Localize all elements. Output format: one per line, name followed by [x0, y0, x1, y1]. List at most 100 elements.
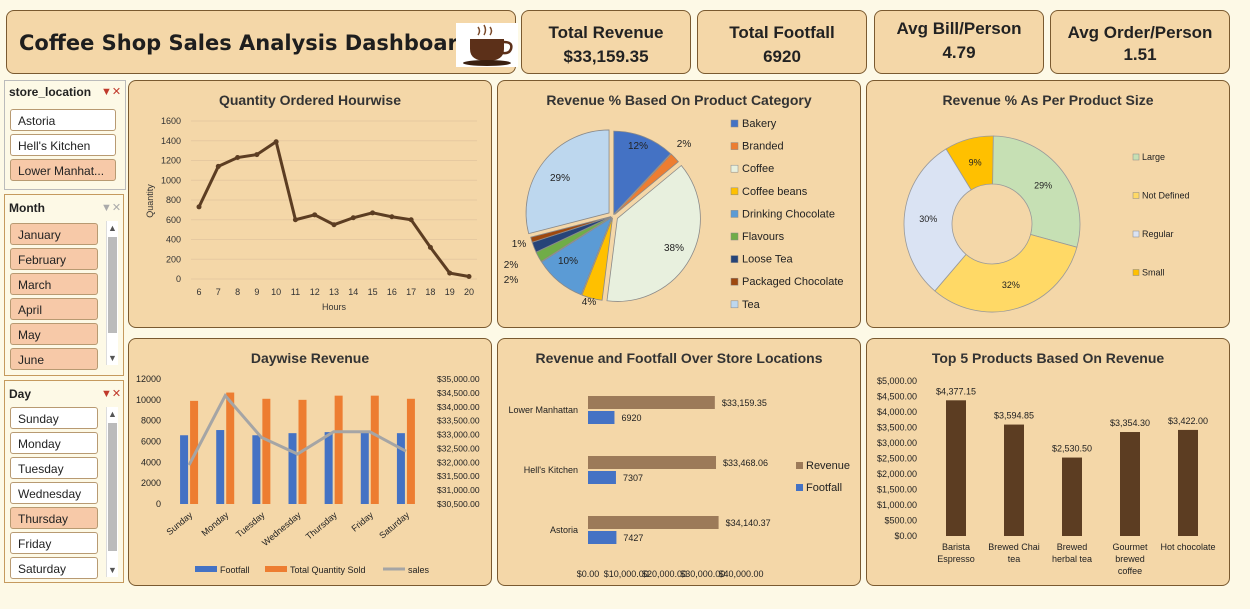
- pie-slice: [581, 217, 613, 301]
- x-tick-label: 7: [216, 287, 221, 297]
- bar-label: 7427: [623, 533, 643, 543]
- legend-swatch: [796, 462, 803, 469]
- bar-label: $33,468.06: [723, 458, 768, 468]
- legend-swatch: [730, 187, 739, 196]
- bar-footfall: [324, 432, 333, 504]
- slice-label: 1%: [512, 239, 527, 250]
- bar-quantity: [370, 395, 379, 504]
- legend-label: Not Defined: [1142, 191, 1190, 201]
- locations-bar-chart: $33,159.35 6920 Lower Manhattan $33,468.06 7…: [508, 396, 850, 579]
- slicer-item[interactable]: Friday: [10, 532, 98, 554]
- chart-title: Revenue % As Per Product Size: [942, 92, 1154, 108]
- slicer-item[interactable]: April: [10, 298, 98, 320]
- bar-label: $3,594.85: [994, 411, 1034, 421]
- bar-footfall: [252, 435, 261, 504]
- kpi-value: 6920: [763, 47, 801, 66]
- chart-title: Revenue and Footfall Over Store Location…: [535, 350, 823, 366]
- legend-label: Bakery: [742, 118, 777, 130]
- pie-slice: [613, 130, 672, 216]
- x-tick-label: 15: [368, 287, 378, 297]
- legend-label: Total Quantity Sold: [290, 565, 366, 575]
- kpi-avg-order: Avg Order/Person 1.51: [1050, 10, 1230, 74]
- slicer-item[interactable]: Lower Manhat...: [10, 159, 116, 181]
- kpi-value: $33,159.35: [563, 47, 649, 66]
- size-donut-chart: 9% 29% 32% 30% Large Not Defined Regular Small: [903, 135, 1190, 313]
- y-tick-label: 400: [166, 235, 181, 245]
- y-tick-label: $2,500.00: [877, 454, 917, 464]
- y-tick-label: 0: [156, 499, 161, 509]
- slicer-item[interactable]: February: [10, 248, 98, 270]
- data-point: [350, 215, 356, 221]
- slicer-item[interactable]: Tuesday: [10, 457, 98, 479]
- bar-label: $3,354.30: [1110, 418, 1150, 428]
- y-tick-label: Hell's Kitchen: [524, 465, 578, 475]
- legend-swatch: [730, 255, 739, 263]
- y-tick-label: $500.00: [884, 516, 917, 526]
- slicer-item[interactable]: January: [10, 223, 98, 245]
- slicer-item[interactable]: Astoria: [10, 109, 116, 131]
- pie-slice: [606, 164, 701, 302]
- slicer-item[interactable]: Sunday: [10, 407, 98, 429]
- slicer-item[interactable]: June: [10, 348, 98, 370]
- slicer-item[interactable]: Thursday: [10, 507, 98, 529]
- scrollbar[interactable]: ▲ ▼: [106, 407, 118, 577]
- legend-label: Tea: [742, 299, 761, 311]
- kpi-value: 1.51: [1123, 45, 1157, 64]
- x-tick-label: 8: [235, 287, 240, 297]
- x-tick-label: 12: [310, 287, 320, 297]
- slicer-item[interactable]: Wednesday: [10, 482, 98, 504]
- bar-label: $33,159.35: [722, 398, 767, 408]
- y-tick-label: $1,000.00: [877, 500, 917, 510]
- donut-slice: [934, 234, 1078, 313]
- bar-footfall: [588, 411, 615, 424]
- bar-label: $2,530.50: [1052, 444, 1092, 454]
- data-point: [427, 244, 433, 250]
- x-tick-label: 18: [425, 287, 435, 297]
- month-slicer[interactable]: Month ▼✕ January February March April May Jun…: [4, 194, 124, 376]
- slicer-item[interactable]: March: [10, 273, 98, 295]
- hourly-chart-card: Quantity Ordered Hourwise 0 200 400 600 800 1…: [128, 80, 492, 328]
- x-tick-label: Friday: [349, 510, 375, 534]
- kpi-label: Avg Order/Person: [1067, 23, 1213, 42]
- y-tick-label: $3,500.00: [877, 423, 917, 433]
- bar-label: $34,140.37: [726, 518, 771, 528]
- bar-footfall: [588, 471, 616, 484]
- y-tick-label: 1400: [161, 136, 181, 146]
- clear-filter-icon[interactable]: ▼✕: [101, 86, 122, 98]
- slicer-item[interactable]: Hell's Kitchen: [10, 134, 116, 156]
- data-point: [447, 270, 453, 276]
- bar-footfall: [180, 435, 189, 504]
- y2-tick-label: $33,500.00: [437, 416, 480, 426]
- x-tick-label: tea: [1008, 554, 1021, 564]
- slice-label: 9%: [969, 157, 982, 167]
- clear-filter-icon[interactable]: ▼✕: [101, 388, 122, 400]
- legend-label: Coffee beans: [742, 186, 808, 198]
- sales-line: [187, 393, 407, 466]
- x-tick-label: $30,000.00: [680, 569, 725, 579]
- bar-quantity: [226, 392, 235, 504]
- legend-label: Flavours: [742, 231, 785, 243]
- scrollbar[interactable]: ▲ ▼: [106, 221, 118, 365]
- y-tick-label: 6000: [141, 437, 161, 447]
- bar-footfall: [588, 531, 617, 544]
- chart-title: Revenue % Based On Product Category: [546, 92, 812, 108]
- data-point: [215, 163, 221, 169]
- product-bar: [1178, 429, 1198, 536]
- hourly-line-chart: 0 200 400 600 800 1000 1200 1400 1600 6 7 8 9 10 11 12 1…: [145, 116, 477, 312]
- y2-tick-label: $34,000.00: [437, 402, 480, 412]
- legend-swatch: [1132, 153, 1140, 161]
- slicer-item[interactable]: Saturday: [10, 557, 98, 579]
- slicer-item[interactable]: Monday: [10, 432, 98, 454]
- x-axis-label: Hours: [322, 302, 347, 312]
- x-tick-label: $40,000.00: [718, 569, 763, 579]
- legend-label: Footfall: [806, 482, 842, 494]
- bar-footfall: [360, 431, 369, 504]
- store-location-slicer[interactable]: store_location ▼✕ Astoria Hell's Kitchen L…: [4, 80, 126, 190]
- x-tick-label: 16: [387, 287, 397, 297]
- clear-filter-icon[interactable]: ▼✕: [101, 202, 122, 214]
- x-tick-label: Barista: [942, 542, 970, 552]
- y2-tick-label: $30,500.00: [437, 499, 480, 509]
- x-tick-label: Brewed: [1057, 542, 1088, 552]
- slicer-item[interactable]: May: [10, 323, 98, 345]
- day-slicer[interactable]: Day ▼✕ Sunday Monday Tuesday Wednesday Thurs…: [4, 380, 124, 583]
